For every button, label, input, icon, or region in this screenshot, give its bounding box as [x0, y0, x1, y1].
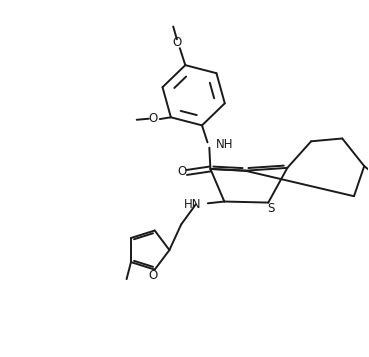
Text: O: O	[172, 36, 182, 49]
Text: O: O	[149, 270, 158, 282]
Text: O: O	[149, 112, 158, 125]
Text: S: S	[268, 202, 275, 215]
Text: HN: HN	[184, 197, 201, 211]
Text: NH: NH	[215, 138, 233, 151]
Text: O: O	[177, 165, 186, 178]
